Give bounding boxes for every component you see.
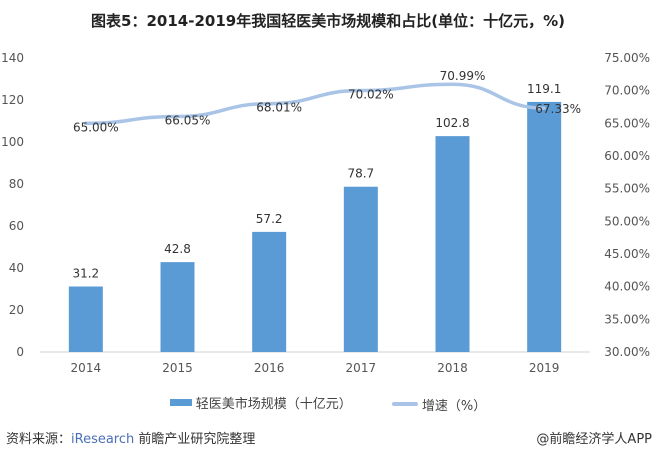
source-suffix: 前瞻产业研究院整理 xyxy=(134,432,256,447)
y-tick-label: 0 xyxy=(16,345,24,359)
x-tick-label: 2017 xyxy=(346,361,377,375)
bar-data-label: 57.2 xyxy=(256,212,283,226)
line-data-label: 65.00% xyxy=(73,120,119,134)
legend: 轻医美市场规模（十亿元） 增速（%） xyxy=(0,393,656,414)
bar xyxy=(252,231,287,352)
bar-data-label: 42.8 xyxy=(164,242,191,256)
line-data-label: 70.02% xyxy=(348,88,394,102)
bar xyxy=(435,136,470,352)
y-tick-label: 120 xyxy=(1,93,24,107)
line-data-label: 66.05% xyxy=(165,113,211,127)
x-tick-label: 2016 xyxy=(254,361,285,375)
legend-swatch-bar xyxy=(169,399,192,406)
y-tick-label: 40 xyxy=(9,261,24,275)
y2-tick-label: 75.00% xyxy=(604,51,650,65)
source-prefix: 资料来源： xyxy=(6,432,72,447)
brand-label: @前瞻经济学人APP xyxy=(536,432,652,447)
y2-tick-label: 50.00% xyxy=(604,214,650,228)
x-tick-label: 2015 xyxy=(162,361,193,375)
source-note: 资料来源：iResearch 前瞻产业研究院整理 xyxy=(6,428,255,447)
source-highlight: iResearch xyxy=(71,432,135,447)
bar-data-label: 102.8 xyxy=(435,116,469,130)
y2-tick-label: 55.00% xyxy=(604,182,650,196)
line-data-label: 68.01% xyxy=(256,101,302,115)
bar-data-label: 78.7 xyxy=(347,167,374,181)
legend-swatch-line xyxy=(391,402,418,406)
legend-label-line: 增速（%） xyxy=(421,398,487,414)
y2-tick-label: 35.00% xyxy=(604,312,650,326)
bar xyxy=(527,101,562,352)
legend-item-bar[interactable]: 轻医美市场规模（十亿元） xyxy=(169,393,352,412)
y2-tick-label: 70.00% xyxy=(604,84,650,98)
y2-tick-label: 40.00% xyxy=(604,280,650,294)
y-tick-label: 140 xyxy=(1,51,24,65)
y2-tick-label: 45.00% xyxy=(604,247,650,261)
bar xyxy=(160,262,195,352)
y2-tick-label: 30.00% xyxy=(604,345,650,359)
y2-tick-label: 65.00% xyxy=(604,116,650,130)
x-tick-label: 2014 xyxy=(71,361,102,375)
line-data-label: 70.99% xyxy=(440,69,486,83)
legend-label-bar: 轻医美市场规模（十亿元） xyxy=(195,397,352,412)
y-tick-label: 20 xyxy=(9,303,24,317)
y-tick-label: 60 xyxy=(9,219,24,233)
line-data-label: 67.33% xyxy=(535,102,581,116)
bar xyxy=(68,286,103,352)
y-tick-label: 80 xyxy=(9,177,24,191)
bar-data-label: 119.1 xyxy=(527,82,561,96)
x-tick-label: 2019 xyxy=(529,361,560,375)
bar-data-label: 31.2 xyxy=(72,266,99,280)
chart-title: 图表5：2014-2019年我国轻医美市场规模和占比(单位：十亿元，%) xyxy=(91,12,565,30)
x-tick-label: 2018 xyxy=(437,361,468,375)
y2-tick-label: 60.00% xyxy=(604,149,650,163)
bar xyxy=(343,186,378,352)
legend-item-line[interactable]: 增速（%） xyxy=(391,395,487,414)
growth-line xyxy=(84,82,546,126)
y-tick-label: 100 xyxy=(1,135,24,149)
